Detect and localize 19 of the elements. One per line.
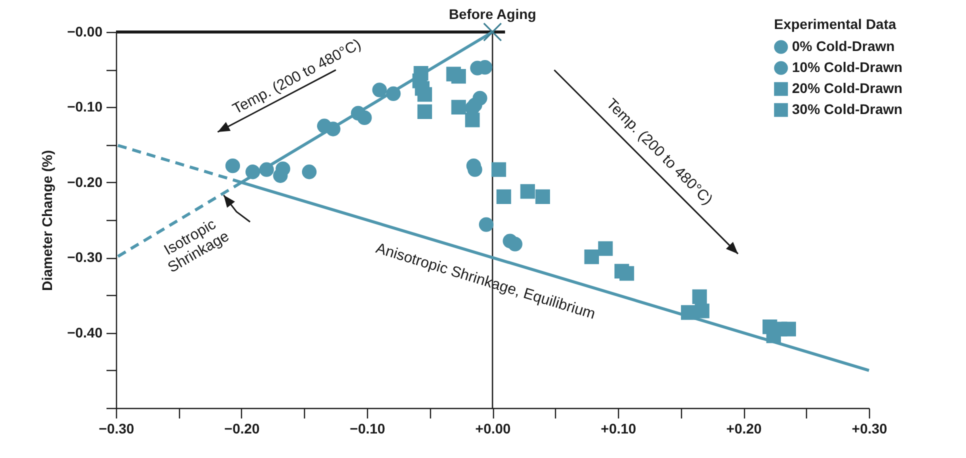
y-tick-label: −0.20	[67, 174, 103, 190]
x-tick-label: −0.20	[224, 420, 260, 436]
y-axis-title: Diameter Change (%)	[39, 150, 56, 291]
x-tick-label: +0.10	[600, 420, 636, 436]
y-tick-label: −0.00	[67, 24, 103, 40]
x-tick-label: −0.30	[98, 420, 134, 436]
legend-title: Experimental Data	[774, 16, 896, 32]
x-tick-label: +0.30	[852, 420, 888, 436]
legend-label: 20% Cold-Drawn	[792, 80, 902, 96]
x-tick-label: +0.20	[726, 420, 762, 436]
y-tick-label: −0.10	[67, 98, 103, 115]
y-tick-label: −0.30	[67, 249, 103, 266]
legend-label: 30% Cold-Drawn	[792, 101, 902, 117]
x-tick-label: −0.10	[350, 420, 386, 436]
ref-line-label: Before Aging	[448, 6, 536, 22]
legend-label: 0% Cold-Drawn	[792, 38, 895, 54]
y-tick-label: −0.40	[67, 324, 103, 340]
x-tick-label: +0.00	[475, 420, 511, 436]
legend-label: 10% Cold-Drawn	[792, 59, 902, 75]
